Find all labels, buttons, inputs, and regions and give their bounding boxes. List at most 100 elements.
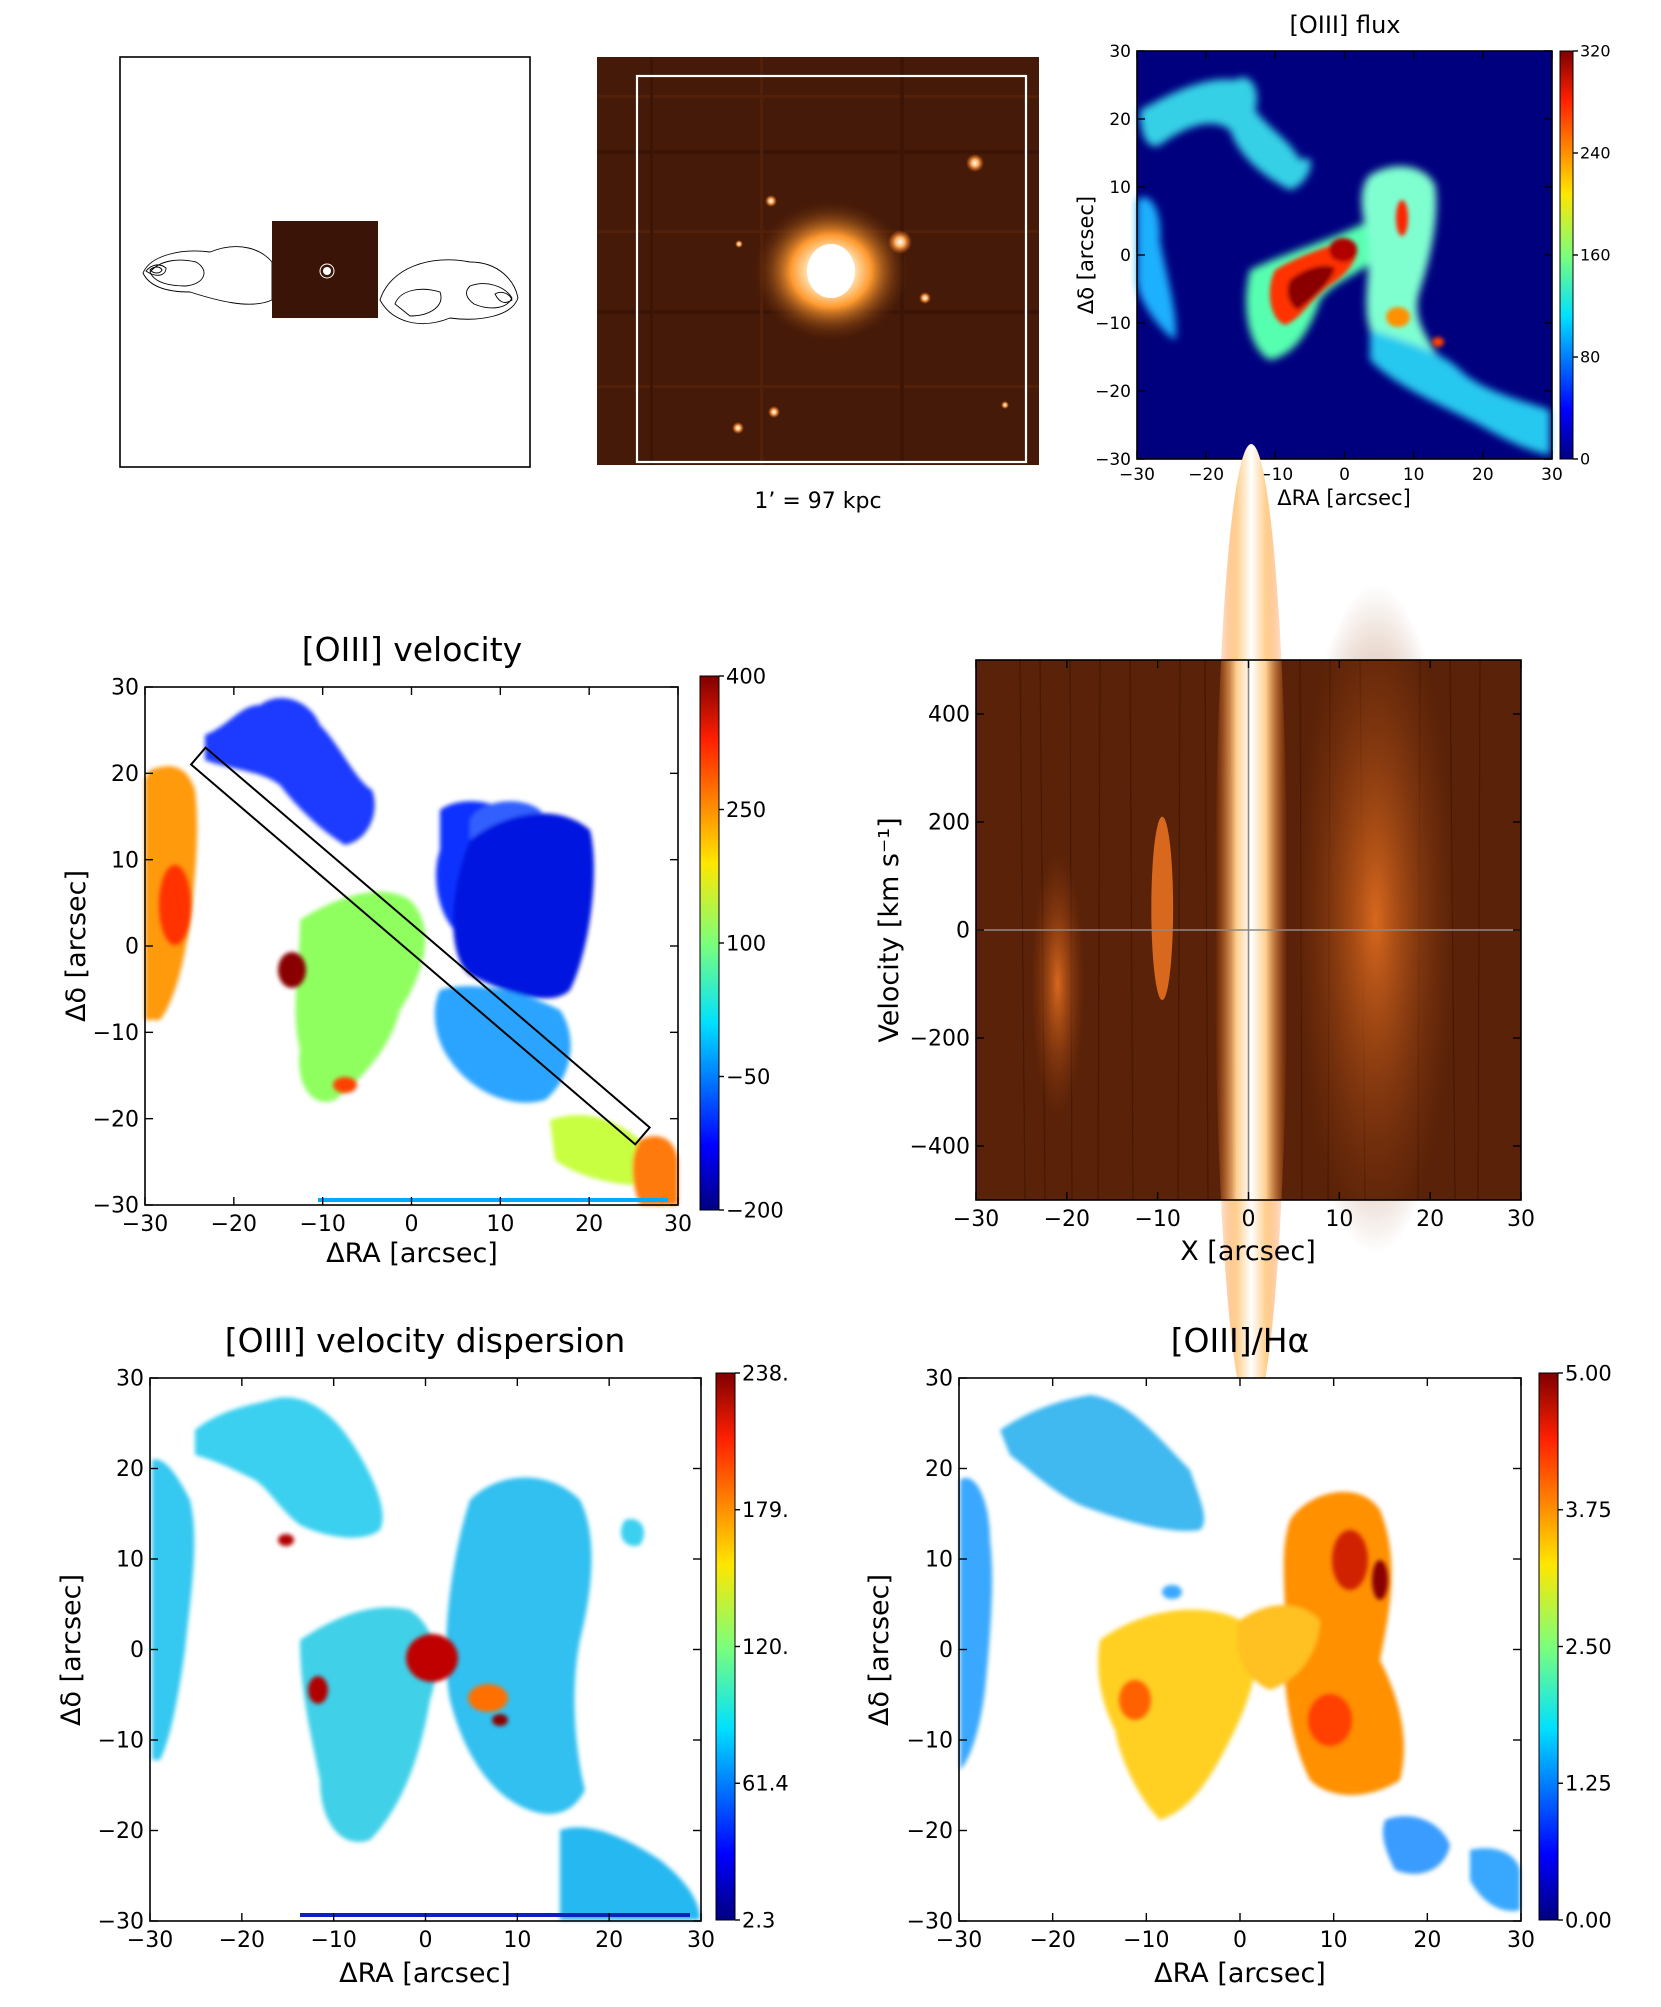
- x-tick-label: 30: [1507, 1207, 1535, 1232]
- star: [768, 406, 780, 418]
- x-tick-label: 30: [1541, 465, 1563, 485]
- x-tick-label: 10: [1320, 1928, 1348, 1953]
- y-tick-label: 30: [111, 676, 139, 701]
- pv-emission-left: [1030, 849, 1085, 1119]
- x-tick-label: 20: [1416, 1207, 1444, 1232]
- y-tick-label: −10: [1095, 314, 1131, 334]
- y-tick-label: 10: [1109, 178, 1131, 198]
- x-tick-label: 30: [664, 1212, 692, 1237]
- x-tick-label: −30: [122, 1212, 168, 1237]
- y-tick-label: 20: [116, 1457, 144, 1482]
- flux-title: [OIII] flux: [1289, 11, 1400, 39]
- y-tick-label: −30: [98, 1910, 144, 1935]
- colorbar-tick-label: 160: [1580, 246, 1611, 265]
- pv-panel: −30 −20 −10 0 10 20 30 −400 −200 0 200 400 X [arcse…: [874, 444, 1535, 1416]
- x-tick-label: −10: [1123, 1928, 1169, 1953]
- inset-galaxy: [323, 267, 331, 275]
- x-tick-label: 10: [1403, 465, 1425, 485]
- y-tick-label: 0: [956, 919, 970, 944]
- pv-ylabel: Velocity [km s⁻¹]: [874, 817, 905, 1042]
- colorbar-tick-label: 100: [726, 931, 766, 955]
- field-of-view-box: [635, 74, 1028, 464]
- pv-emission-mid: [1151, 816, 1174, 1001]
- colorbar-tick-label: 0: [1580, 450, 1590, 469]
- y-tick-label: 20: [925, 1457, 953, 1482]
- central-galaxy: [807, 244, 855, 298]
- dispersion-axes: −30 −20 −10 0 10 20 30 −30 −20 −10 0 10 20 30: [98, 1367, 715, 1953]
- colorbar-tick-label: 238.: [742, 1361, 789, 1385]
- flux-axes: −30 −20 −10 0 10 20 30 −30 −20 −10 0 10 20 30: [1095, 42, 1563, 485]
- ratio-panel: [OIII]/Hα −30 −20 −10 0 10 20 30 −30 −20 −10 0 10 20…: [864, 1321, 1612, 1989]
- y-tick-label: −20: [907, 1819, 953, 1844]
- colorbar-tick-label: 3.75: [1565, 1498, 1612, 1522]
- y-tick-label: 200: [928, 811, 970, 836]
- velocity-ylabel: Δδ [arcsec]: [61, 870, 92, 1022]
- velocity-axes: −30 −20 −10 0 10 20 30 −30 −20 −10 0 10 20 30: [93, 676, 692, 1237]
- colorbar-tick-label: 240: [1580, 144, 1611, 163]
- dispersion-edge-artifact: [300, 1913, 690, 1917]
- x-tick-label: 30: [687, 1928, 715, 1953]
- y-tick-label: 10: [111, 848, 139, 873]
- dispersion-title: [OIII] velocity dispersion: [225, 1321, 625, 1360]
- ratio-xlabel: ΔRA [arcsec]: [1154, 1958, 1326, 1989]
- star: [888, 230, 912, 254]
- pv-axes: −30 −20 −10 0 10 20 30 −400 −200 0 200 400: [910, 660, 1535, 1232]
- dispersion-hotspots: [278, 1534, 508, 1726]
- star: [735, 240, 743, 248]
- y-tick-label: −20: [1095, 382, 1131, 402]
- x-tick-label: 0: [1233, 1928, 1247, 1953]
- y-tick-label: 30: [925, 1367, 953, 1392]
- y-tick-label: −30: [93, 1194, 139, 1219]
- y-tick-label: 400: [928, 703, 970, 728]
- velocity-colorbar: [699, 675, 720, 1211]
- x-tick-label: −10: [1257, 465, 1293, 485]
- pv-xlabel: X [arcsec]: [1180, 1236, 1316, 1267]
- y-tick-label: −10: [98, 1729, 144, 1754]
- x-tick-label: −20: [1188, 465, 1224, 485]
- y-tick-label: 0: [939, 1638, 953, 1663]
- x-tick-label: 0: [1339, 465, 1350, 485]
- star: [1001, 401, 1009, 409]
- velocity-panel: [OIII] velocity −30 −20 −10 0 10 20 30 −30 −20 −1…: [61, 630, 784, 1269]
- y-tick-label: −20: [93, 1107, 139, 1132]
- x-tick-label: −30: [1119, 465, 1155, 485]
- star: [966, 154, 984, 172]
- y-tick-label: 30: [1109, 42, 1131, 62]
- velocity-edge-artifact: [318, 1198, 668, 1202]
- x-tick-label: 10: [1325, 1207, 1353, 1232]
- y-tick-label: −200: [910, 1027, 970, 1052]
- y-tick-label: 10: [925, 1548, 953, 1573]
- scale-label: 1’ = 97 kpc: [754, 489, 881, 514]
- x-tick-label: 20: [1413, 1928, 1441, 1953]
- colorbar-tick-label: −200: [726, 1198, 784, 1222]
- x-tick-label: 30: [1507, 1928, 1535, 1953]
- flux-ylabel: Δδ [arcsec]: [1074, 196, 1098, 314]
- flux-colorbar-ticks: 0 80 160 240 320: [1573, 42, 1611, 469]
- colorbar-tick-label: 1.25: [1565, 1772, 1612, 1796]
- radio-contours: [142, 246, 519, 325]
- dispersion-emission: [152, 1397, 700, 1920]
- ratio-hotspots: [1119, 1530, 1388, 1746]
- x-tick-label: −10: [310, 1928, 356, 1953]
- optical-panel: 1’ = 97 kpc: [597, 57, 1039, 514]
- y-tick-label: −400: [910, 1135, 970, 1160]
- x-tick-label: 20: [575, 1212, 603, 1237]
- y-tick-label: 10: [116, 1548, 144, 1573]
- flux-xlabel: ΔRA [arcsec]: [1277, 486, 1411, 510]
- colorbar-tick-label: −50: [726, 1065, 770, 1089]
- x-tick-label: 10: [486, 1212, 514, 1237]
- y-tick-label: −10: [93, 1021, 139, 1046]
- colorbar-tick-label: 120.: [742, 1635, 789, 1659]
- star: [765, 195, 777, 207]
- velocity-emission: [145, 697, 678, 1205]
- x-tick-label: −10: [299, 1212, 345, 1237]
- flux-peaks: [1269, 200, 1444, 347]
- y-tick-label: −30: [1095, 450, 1131, 470]
- dispersion-ylabel: Δδ [arcsec]: [56, 1574, 87, 1726]
- colorbar-tick-label: 0.00: [1565, 1908, 1612, 1932]
- colorbar-tick-label: 80: [1580, 348, 1600, 367]
- dispersion-xlabel: ΔRA [arcsec]: [339, 1958, 511, 1989]
- y-tick-label: 0: [1120, 246, 1131, 266]
- velocity-hotspots: [159, 865, 357, 1093]
